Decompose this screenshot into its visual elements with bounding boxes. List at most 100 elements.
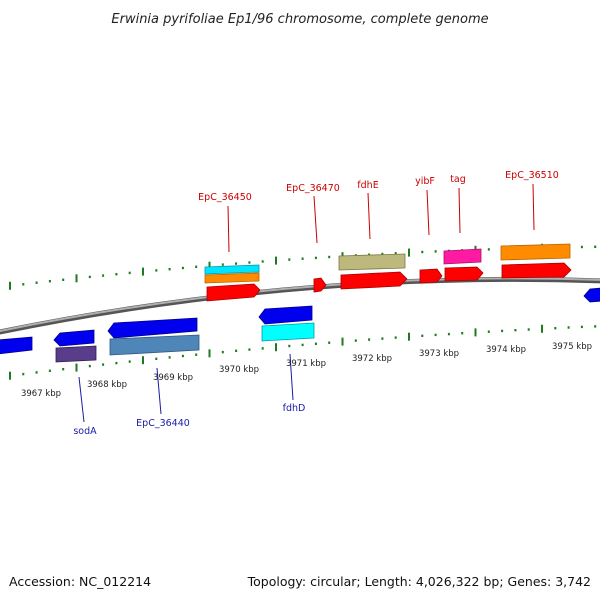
outer-tick	[487, 248, 490, 251]
outer-tick	[208, 261, 211, 270]
outer-tick	[35, 281, 38, 284]
inner-tick	[341, 337, 344, 346]
gene-label-epc36470[interactable]: EpC_36470	[286, 183, 340, 194]
inner-tick	[115, 361, 118, 365]
inner-tick	[580, 325, 583, 329]
gene-label-epc36440[interactable]: EpC_36440	[136, 418, 190, 429]
gene-arrow-tag[interactable]	[444, 266, 484, 282]
outer-tick	[394, 252, 397, 255]
inner-tick	[102, 363, 105, 366]
gene-label-soda[interactable]: sodA	[73, 426, 97, 437]
scale-label: 3971 kbp	[286, 359, 326, 369]
gene-label-fdhd[interactable]: fdhD	[283, 403, 306, 414]
inner-tick	[155, 357, 158, 360]
gene-arrow-epc36450[interactable]	[206, 283, 261, 302]
outer-tick	[9, 281, 11, 290]
outer-tick	[155, 269, 158, 272]
gene-label-tag[interactable]: tag	[450, 174, 466, 185]
scale-label: 3973 kbp	[419, 349, 459, 359]
top-gene-labels: EpC_36450 EpC_36470 fdhE yibF tag EpC_36…	[198, 170, 559, 203]
gene-arrow-right-edge[interactable]	[583, 287, 600, 303]
scale-label: 3974 kbp	[486, 345, 526, 355]
outer-tick	[381, 252, 384, 256]
gene-arrow-fdhe[interactable]	[340, 271, 408, 290]
gene-arrow-epc36470[interactable]	[313, 277, 327, 293]
gene-block-fdhe-khaki[interactable]	[338, 253, 406, 271]
inner-tick	[314, 342, 317, 345]
label-leader-lines	[78, 183, 535, 423]
gene-arrow-yibf[interactable]	[419, 268, 443, 284]
inner-tick	[181, 354, 184, 358]
inner-tick	[474, 328, 477, 337]
scale-labels: 3967 kbp 3968 kbp 3969 kbp 3970 kbp 3971…	[21, 342, 592, 399]
inner-tick	[142, 356, 144, 365]
gene-arrow-fdhd[interactable]	[258, 305, 313, 325]
inner-tick	[421, 334, 424, 337]
outer-tick	[261, 260, 264, 263]
inner-tick	[288, 344, 291, 348]
gene-label-epc36510[interactable]: EpC_36510	[505, 170, 559, 181]
inner-tick	[368, 338, 371, 341]
inner-tick	[235, 349, 238, 352]
map-title: Erwinia pyrifoliae Ep1/96 chromosome, co…	[111, 12, 488, 27]
outer-tick	[288, 258, 291, 261]
inner-tick	[514, 329, 517, 332]
gene-block-fdhd-cyan[interactable]	[261, 322, 315, 342]
gene-label-fdhe[interactable]: fdhE	[357, 180, 378, 191]
gene-block-soda-slate[interactable]	[55, 345, 97, 363]
gene-label-yibf[interactable]: yibF	[415, 176, 435, 187]
outer-tick	[314, 256, 317, 260]
reverse-strand-features	[0, 287, 600, 363]
scale-label: 3970 kbp	[219, 365, 259, 375]
outer-tick	[88, 275, 91, 279]
inner-tick	[447, 332, 450, 336]
inner-tick	[75, 363, 78, 372]
inner-tick	[434, 333, 437, 337]
gene-arrow-epc36440[interactable]	[107, 317, 198, 339]
inner-tick	[221, 350, 224, 354]
outer-tick	[421, 250, 424, 254]
forward-strand-features	[204, 243, 572, 302]
gene-block-cyan[interactable]	[204, 264, 260, 275]
inner-tick	[354, 339, 357, 342]
outer-tick	[62, 278, 65, 281]
chromosome-backbone-highlight	[0, 277, 600, 333]
gene-arrow-epc36510[interactable]	[501, 262, 572, 279]
outer-tick	[248, 261, 251, 264]
inner-tick	[168, 356, 171, 359]
inner-tick	[22, 372, 25, 376]
inner-tick	[195, 353, 198, 356]
gene-arrow-soda[interactable]	[53, 329, 95, 347]
inner-tick	[554, 327, 557, 330]
inner-tick	[301, 343, 304, 347]
inner-tick	[408, 332, 410, 341]
gene-label-epc36450[interactable]: EpC_36450	[198, 192, 252, 203]
inner-tick	[128, 360, 131, 363]
outer-tick	[102, 274, 105, 277]
outer-tick	[168, 268, 171, 271]
gene-block-orange[interactable]	[204, 272, 260, 284]
gene-block-epc36440-steelblue[interactable]	[109, 334, 200, 356]
outer-tick	[221, 263, 224, 266]
outer-tick	[275, 256, 277, 265]
inner-tick	[527, 328, 530, 331]
gene-block-tag-magenta[interactable]	[443, 248, 482, 265]
outer-tick	[115, 273, 118, 276]
outer-tick	[75, 274, 78, 283]
accession-text: Accession: NC_012214	[9, 574, 151, 589]
inner-tick	[487, 330, 490, 333]
outer-tick	[408, 248, 410, 257]
scale-label: 3972 kbp	[352, 354, 392, 364]
inner-tick	[261, 347, 264, 350]
inner-tick	[594, 325, 597, 328]
outer-tick	[22, 283, 25, 286]
gene-block-epc36510-orange[interactable]	[500, 243, 571, 261]
inner-tick	[248, 348, 251, 351]
inner-tick	[567, 326, 570, 329]
scale-label: 3967 kbp	[21, 389, 61, 399]
outer-tick	[580, 245, 583, 249]
gene-arrow-left-edge[interactable]	[0, 336, 33, 355]
genome-summary-text: Topology: circular; Length: 4,026,322 bp…	[247, 574, 591, 589]
outer-tick	[594, 245, 597, 248]
